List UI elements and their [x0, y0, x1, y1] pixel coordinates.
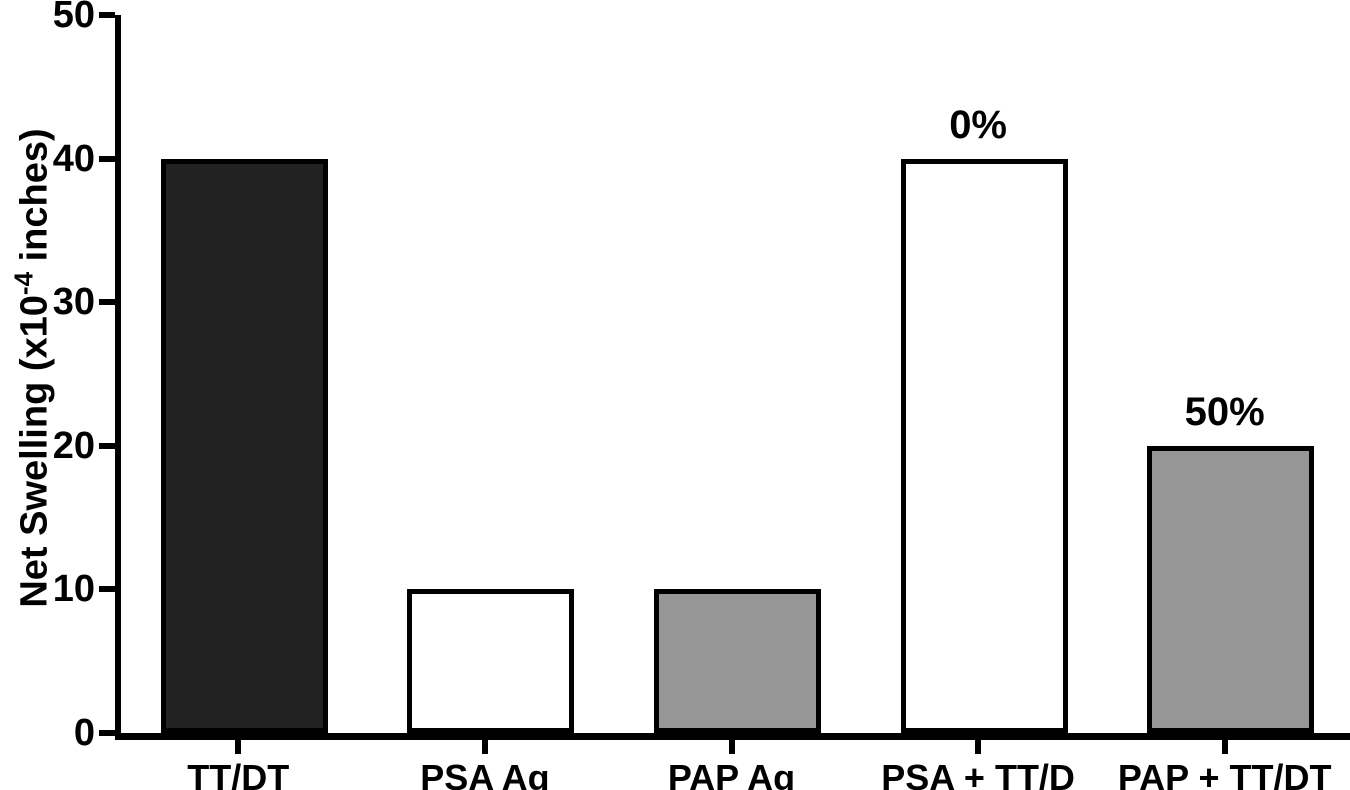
x-axis-tick-mark — [975, 740, 982, 754]
bar-percent-label: 50% — [1184, 389, 1265, 434]
y-axis-tick-label: 40 — [52, 137, 95, 180]
x-axis-category-label: PSA + TT/D — [881, 757, 1075, 790]
x-axis-category-label: PSA Ag — [420, 757, 550, 790]
y-axis-tick-label: 20 — [52, 424, 95, 467]
x-axis-category-label: PAP + TT/DT — [1117, 757, 1332, 790]
x-axis-tick-mark — [1221, 740, 1228, 754]
y-axis-tick-mark — [99, 155, 115, 162]
bar-pap-tt-dt — [1147, 445, 1315, 733]
bar-percent-label: 0% — [949, 102, 1007, 147]
y-axis-title: Net Swelling (x10-4 inches) — [9, 128, 56, 607]
y-axis-tick-mark — [99, 12, 115, 18]
x-axis-tick-mark — [235, 740, 242, 754]
y-axis-tick-label: 50 — [52, 0, 95, 36]
x-axis-tick-mark — [728, 740, 735, 754]
y-axis-tick-mark — [99, 442, 115, 449]
bar-psa-ag — [407, 589, 575, 733]
y-axis-tick-label: 10 — [52, 568, 95, 611]
y-axis-tick-label: 0 — [73, 712, 95, 754]
y-axis-tick-mark — [99, 730, 115, 736]
y-axis-tick-label: 30 — [52, 281, 95, 324]
x-axis-category-label: PAP Ag — [667, 757, 796, 790]
y-axis-tick-mark — [99, 299, 115, 306]
y-axis-tick-mark — [99, 586, 115, 593]
bar-tt-dt — [160, 158, 328, 733]
plot-area — [115, 15, 1350, 740]
bar-psa-tt-d — [900, 158, 1068, 733]
x-axis-category-label: TT/DT — [187, 757, 290, 790]
bar-pap-ag — [654, 589, 821, 733]
x-axis-tick-mark — [481, 740, 488, 754]
